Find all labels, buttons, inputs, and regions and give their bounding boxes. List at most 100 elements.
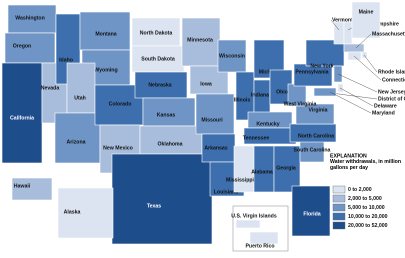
state bbox=[131, 17, 181, 47]
state bbox=[57, 187, 114, 239]
state-label: Maine bbox=[359, 9, 374, 15]
state bbox=[249, 231, 279, 245]
state-label: Oregon bbox=[13, 43, 31, 49]
leader-line bbox=[339, 87, 374, 107]
state-label: Alaska bbox=[64, 209, 81, 215]
state-label: New Mexico bbox=[103, 145, 133, 151]
state bbox=[361, 51, 368, 59]
state-label: Delaware bbox=[374, 103, 397, 109]
state-label: Ohio bbox=[276, 89, 288, 95]
state-label: Idaho bbox=[59, 57, 73, 63]
state-label: Arizona bbox=[66, 139, 85, 145]
state-label: Tennessee bbox=[243, 135, 270, 141]
state-label: New York bbox=[310, 63, 333, 69]
legend-swatch bbox=[332, 185, 346, 194]
state-label: Arkansas bbox=[204, 145, 227, 151]
state-label: Nebraska bbox=[148, 82, 171, 88]
state bbox=[333, 21, 345, 45]
state-label: Mississippi bbox=[226, 177, 255, 183]
state-label: New Jersey bbox=[378, 89, 405, 95]
legend-label: 10,000 to 20,000 bbox=[348, 214, 388, 220]
state-label: Oklahoma bbox=[157, 141, 182, 147]
state bbox=[7, 4, 57, 34]
state-label: Colorado bbox=[109, 101, 132, 107]
state-label: Texas bbox=[147, 203, 161, 209]
state-label: North Carolina bbox=[298, 133, 334, 139]
legend-label: 20,000 to 52,000 bbox=[348, 223, 388, 229]
leader-line bbox=[330, 19, 340, 31]
state-label: U.S. Virgin Islands bbox=[231, 213, 277, 219]
legend-swatch bbox=[332, 221, 346, 230]
state bbox=[217, 39, 247, 73]
state bbox=[313, 87, 337, 97]
state-label: Kansas bbox=[157, 112, 176, 118]
state-label: California bbox=[10, 115, 34, 121]
state-label: Nevada bbox=[41, 85, 60, 91]
state bbox=[343, 21, 353, 45]
state-label: Rhode Island bbox=[378, 69, 405, 75]
state-label: Virginia bbox=[309, 107, 328, 113]
state-label: Utah bbox=[74, 95, 86, 101]
state bbox=[54, 112, 101, 164]
state-label: Pennsylvania bbox=[295, 69, 328, 75]
state-label: Vermont bbox=[332, 17, 353, 23]
state-label: North Dakota bbox=[140, 30, 173, 36]
state bbox=[295, 103, 335, 125]
state bbox=[337, 83, 344, 93]
leader-line bbox=[355, 33, 372, 49]
state bbox=[235, 219, 261, 229]
legend-label: 5,000 to 10,000 bbox=[348, 205, 385, 211]
state-label: Missouri bbox=[201, 117, 223, 123]
legend-swatch bbox=[332, 194, 346, 203]
state-label: South Dakota bbox=[141, 56, 175, 62]
legend-subtitle: Water withdrawals, in million gallons pe… bbox=[330, 159, 402, 171]
legend-label: 0 to 2,000 bbox=[348, 187, 372, 193]
legend-subtitle-box: Water withdrawals, in million gallons pe… bbox=[330, 159, 402, 171]
state bbox=[142, 97, 196, 127]
state-label: Minnesota bbox=[187, 37, 213, 43]
state bbox=[1, 62, 43, 164]
state-label: Florida bbox=[303, 211, 320, 217]
state-label: Georgia bbox=[276, 165, 296, 171]
state-label: Connecticut bbox=[382, 77, 405, 83]
state bbox=[343, 43, 365, 53]
state-label: Wyoming bbox=[94, 67, 117, 73]
state-label: Montana bbox=[95, 31, 116, 37]
state-label: Indiana bbox=[251, 92, 269, 98]
state-label: Hawaii bbox=[14, 183, 31, 189]
state-label: District of Columbia bbox=[378, 96, 405, 102]
state-label: Massachusetts bbox=[372, 31, 405, 37]
state bbox=[351, 1, 381, 39]
state bbox=[273, 145, 301, 193]
legend-label: 2,000 to 5,000 bbox=[348, 196, 382, 202]
state bbox=[4, 32, 56, 64]
state-label: Iowa bbox=[200, 81, 212, 87]
leader-line bbox=[330, 92, 378, 100]
state-label: Louisiana bbox=[214, 189, 238, 195]
legend-title: EXPLANATION bbox=[330, 153, 367, 159]
state bbox=[305, 39, 345, 67]
state-label: Illinois bbox=[234, 97, 251, 103]
state bbox=[195, 93, 235, 135]
leader-line bbox=[329, 91, 372, 114]
state-label: Maryland bbox=[372, 110, 395, 116]
legend-swatch bbox=[332, 212, 346, 221]
state bbox=[111, 153, 213, 245]
state-label: Puerto Rico bbox=[245, 243, 274, 249]
state-label: South Carolina bbox=[294, 147, 331, 153]
state-label: Washington bbox=[15, 15, 45, 21]
state bbox=[66, 62, 96, 114]
state-label: Wisconsin bbox=[219, 53, 245, 59]
leader-line bbox=[363, 54, 378, 73]
state bbox=[347, 51, 362, 61]
leader-line bbox=[337, 73, 378, 93]
state-label: Kentucky bbox=[256, 121, 279, 127]
state-label: Alabama bbox=[251, 169, 273, 175]
state-label: West Virginia bbox=[284, 101, 317, 107]
leader-line bbox=[353, 55, 382, 81]
state bbox=[11, 177, 53, 201]
state bbox=[131, 45, 185, 73]
legend-swatch bbox=[332, 203, 346, 212]
